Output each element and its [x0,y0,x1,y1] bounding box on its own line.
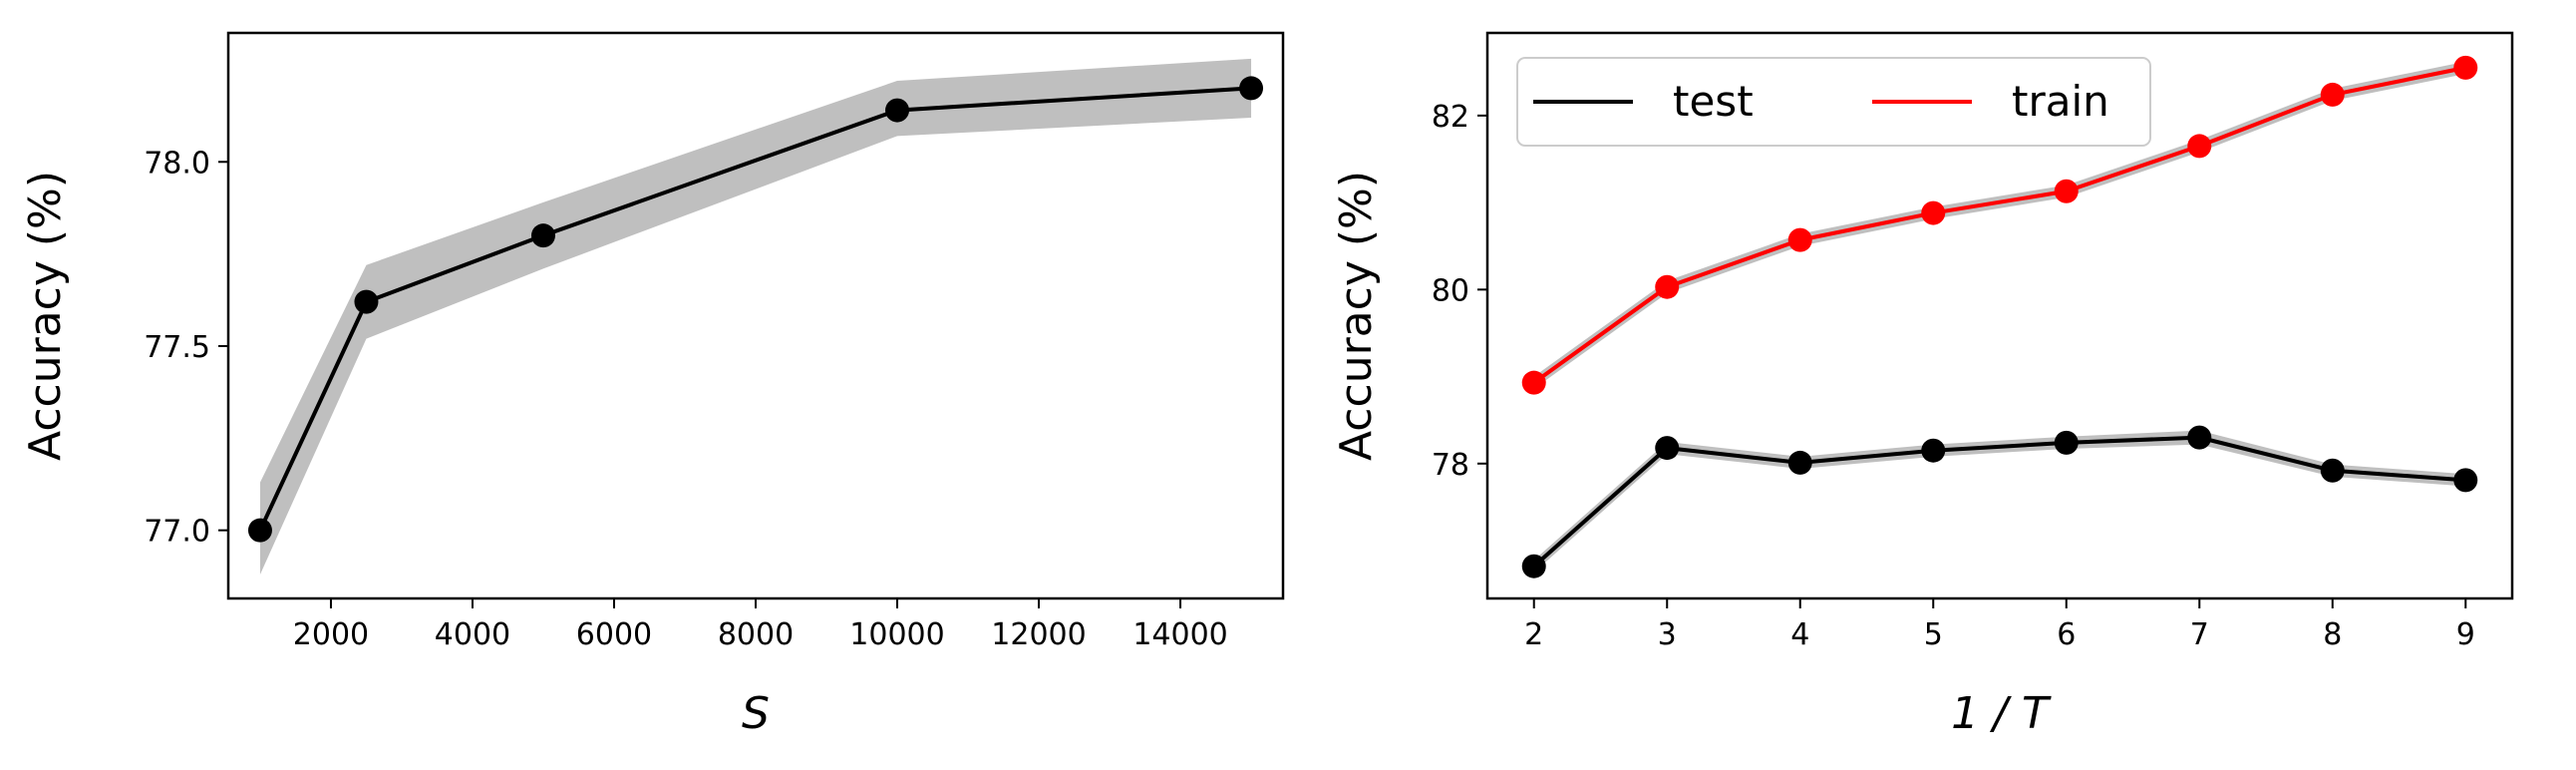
x-tick-label: 9 [2456,617,2475,652]
y-axis-label: Accuracy (%) [20,171,71,461]
x-tick-label: 4 [1790,617,1809,652]
data-point-test [2453,468,2478,493]
x-tick-label: 8 [2323,617,2342,652]
data-point-series-0 [530,223,555,248]
data-point-train [1921,200,1946,225]
chart-panel-left: 2000 4000 6000 8000 10000 12000 14000 77.0 77.5 7… [20,31,1285,739]
x-tick-label: 10000 [849,617,944,652]
x-axis-label: 1 / T [1951,688,2052,739]
data-point-train [2054,179,2079,203]
x-tick-label: 8000 [718,617,794,652]
data-point-test [1921,438,1946,463]
x-tick-label: 14000 [1132,617,1227,652]
data-point-test [1655,436,1680,461]
plot-frame [1485,31,2514,600]
data-point-test [1521,554,1546,578]
y-tick-label: 78.0 [144,146,210,181]
data-point-train [1787,227,1812,252]
x-tick-label: 6 [2057,617,2076,652]
data-point-train [2187,134,2212,159]
confidence-band-series-0 [259,58,1252,575]
legend-label-test: test [1673,77,1754,126]
x-tick-label: 12000 [991,617,1086,652]
data-point-series-0 [1239,76,1264,101]
x-tick-label: 2000 [293,617,369,652]
series-line-train [1532,65,2466,385]
y-tick-label: 78 [1432,448,1469,483]
data-point-test [2054,430,2079,455]
data-point-train [2320,82,2345,107]
legend-label-train: train [2012,77,2109,126]
x-tick-label: 5 [1924,617,1943,652]
y-tick-label: 77.5 [144,330,210,365]
y-axis-label: Accuracy (%) [1331,171,1382,461]
x-axis-label: S [742,688,770,739]
legend: test train [1516,57,2151,147]
x-tick-label: 2 [1524,617,1543,652]
x-tick-label: 6000 [576,617,652,652]
y-tick-label: 80 [1432,273,1469,308]
data-point-train [1521,370,1546,395]
data-point-series-0 [885,98,910,123]
x-tick-label: 4000 [435,617,510,652]
data-point-test [1787,450,1812,475]
y-tick-label: 82 [1432,100,1469,135]
x-tick-label: 7 [2190,617,2209,652]
data-point-train [2453,55,2478,80]
data-point-train [1655,274,1680,299]
series-line-test [1532,435,2466,569]
data-point-series-0 [354,289,379,314]
y-tick-label: 77.0 [144,515,210,550]
data-point-test [2187,425,2212,450]
data-point-series-0 [247,518,272,543]
data-point-test [2320,458,2345,483]
x-tick-label: 3 [1658,617,1677,652]
legend-box [1516,57,2151,147]
